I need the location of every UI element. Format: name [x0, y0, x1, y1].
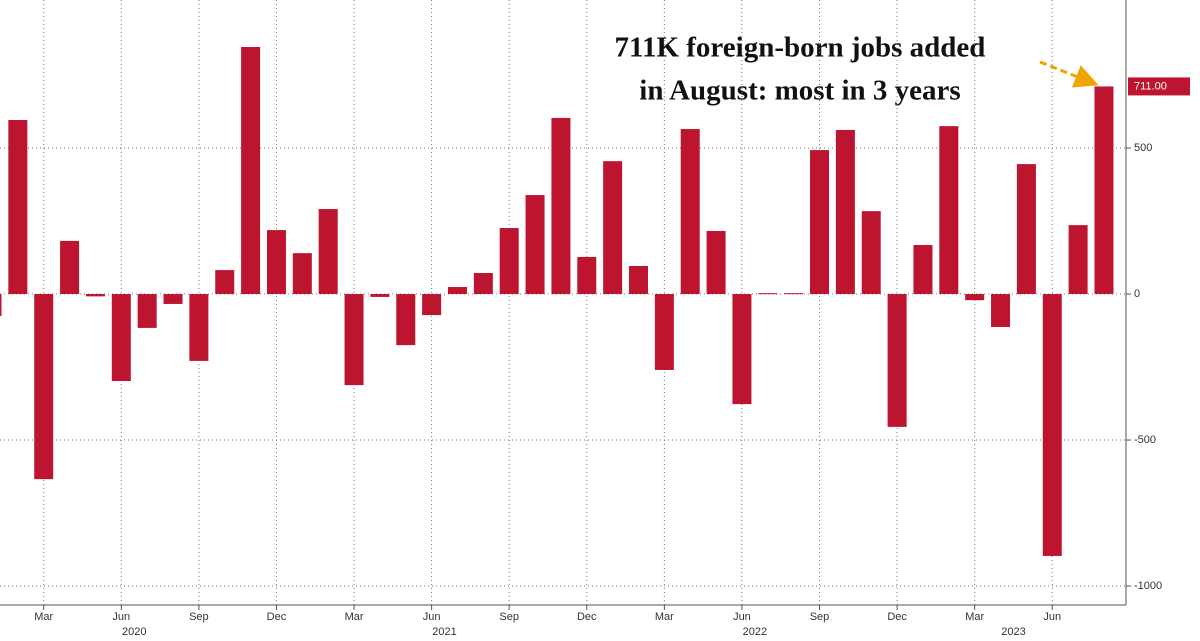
x-tick-label: Dec	[577, 611, 597, 623]
x-tick-label: Mar	[965, 611, 984, 623]
year-label: 2023	[1001, 626, 1025, 638]
bar	[0, 294, 2, 316]
bar	[887, 294, 907, 427]
bar	[8, 120, 28, 295]
bar	[163, 294, 183, 304]
bar	[680, 129, 700, 295]
y-tick-label: -500	[1134, 434, 1156, 446]
bar	[241, 47, 261, 295]
bar	[706, 230, 726, 295]
bar	[965, 294, 985, 301]
x-tick-label: Jun	[112, 611, 130, 623]
x-tick-label: Jun	[733, 611, 751, 623]
bar	[344, 294, 364, 386]
bar	[577, 256, 597, 295]
bar	[913, 244, 933, 295]
bar	[370, 294, 390, 297]
bar	[111, 294, 131, 382]
bar	[1068, 225, 1088, 295]
year-label: 2020	[122, 626, 146, 638]
bar	[810, 150, 830, 295]
x-tick-label: Mar	[655, 611, 674, 623]
bar	[603, 161, 623, 295]
x-tick-label: Sep	[189, 611, 209, 623]
y-tick-label: 0	[1134, 288, 1140, 300]
bar	[499, 228, 519, 295]
value-label-box	[1128, 77, 1190, 96]
bar	[292, 253, 312, 295]
annotation-arrow	[1039, 60, 1099, 88]
bar	[861, 211, 881, 295]
annotation: in August: most in 3 years	[639, 75, 960, 107]
bar	[939, 126, 959, 295]
x-tick-label: Sep	[499, 611, 519, 623]
bar	[137, 294, 157, 328]
bar	[447, 287, 467, 295]
bar	[784, 293, 804, 295]
bar	[266, 230, 286, 295]
year-label: 2021	[432, 626, 456, 638]
x-tick-label: Mar	[345, 611, 364, 623]
bar	[473, 273, 493, 295]
bar	[525, 195, 545, 295]
bar	[835, 129, 855, 295]
bar	[422, 294, 442, 316]
y-tick-label: -1000	[1134, 580, 1162, 592]
year-label: 2022	[743, 626, 767, 638]
bar	[318, 209, 338, 295]
x-tick-label: Mar	[34, 611, 53, 623]
bar	[1094, 86, 1114, 295]
bar	[654, 294, 674, 370]
bar	[215, 270, 235, 295]
bar	[34, 294, 54, 480]
bar	[60, 240, 80, 295]
x-tick-label: Jun	[423, 611, 441, 623]
annotation: 711K foreign-born jobs added	[615, 32, 986, 64]
x-tick-label: Sep	[810, 611, 830, 623]
y-tick-label: 500	[1134, 142, 1152, 154]
bar	[1042, 294, 1062, 556]
bar	[1016, 164, 1036, 295]
bar	[396, 294, 416, 346]
bar	[189, 294, 209, 361]
bar	[85, 294, 105, 297]
value-label: 711.00	[1134, 80, 1167, 92]
x-tick-label: Dec	[267, 611, 287, 623]
bar	[551, 117, 571, 295]
bar	[758, 293, 778, 295]
bar	[991, 294, 1011, 328]
x-tick-label: Jun	[1043, 611, 1061, 623]
x-tick-label: Dec	[887, 611, 907, 623]
bar	[629, 266, 648, 295]
bar	[732, 294, 752, 405]
